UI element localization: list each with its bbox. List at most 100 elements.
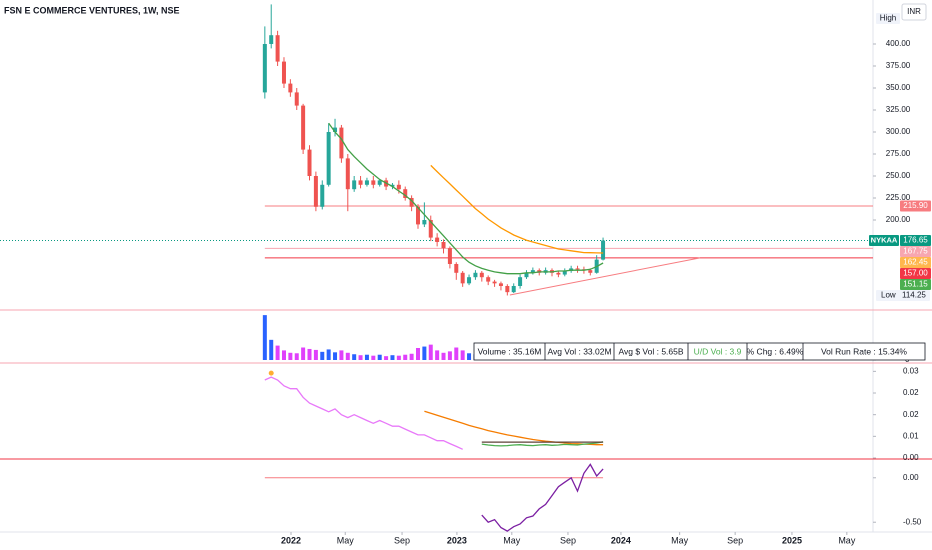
volume-bar bbox=[294, 353, 299, 360]
volume-bar bbox=[358, 355, 363, 360]
indicator-tick-label: 0.02 bbox=[903, 388, 919, 397]
chart-title: FSN E COMMERCE VENTURES, 1W, NSE bbox=[4, 5, 180, 15]
candle-body bbox=[352, 180, 357, 190]
candle-body bbox=[326, 131, 331, 185]
candle-body bbox=[467, 277, 472, 284]
volume-bar bbox=[275, 345, 280, 360]
candle-body bbox=[505, 285, 510, 293]
candle-body bbox=[262, 43, 267, 93]
currency[interactable]: INR bbox=[907, 7, 921, 16]
candle-body bbox=[441, 241, 446, 249]
indicator-tick-label: 0.00 bbox=[903, 453, 919, 462]
trendline bbox=[509, 257, 701, 296]
volume-bar bbox=[288, 352, 293, 360]
candle-body bbox=[422, 219, 427, 225]
high-label: High bbox=[880, 14, 896, 23]
volume-bar bbox=[269, 339, 274, 360]
candle-body bbox=[275, 35, 280, 62]
price-label-box bbox=[900, 200, 931, 212]
x-tick-label: Sep bbox=[560, 535, 576, 545]
volume-bar bbox=[307, 348, 312, 360]
volume-bar bbox=[467, 353, 472, 360]
price-label-box bbox=[900, 279, 931, 291]
price-label: 157.00 bbox=[903, 269, 928, 278]
candle-body bbox=[447, 248, 452, 264]
x-tick-label: Sep bbox=[727, 535, 743, 545]
x-tick-label: May bbox=[671, 535, 689, 545]
candle-body bbox=[415, 206, 420, 225]
price-label-box bbox=[900, 257, 931, 269]
candle-body bbox=[339, 127, 344, 159]
y-tick-label: 350.00 bbox=[886, 83, 911, 92]
volume-bar bbox=[454, 347, 459, 360]
volume-bar bbox=[415, 348, 420, 360]
x-tick-label: 2024 bbox=[611, 535, 631, 545]
x-tick-label: May bbox=[337, 535, 355, 545]
candle-body bbox=[479, 272, 484, 278]
candle-body bbox=[294, 92, 299, 106]
price-label: 167.75 bbox=[903, 247, 928, 256]
indicator-line bbox=[264, 376, 463, 450]
y-tick-label: 375.00 bbox=[886, 61, 911, 70]
candle-body bbox=[460, 272, 465, 284]
x-tick-label: Sep bbox=[394, 535, 410, 545]
moving-average bbox=[328, 122, 604, 275]
indicator-line bbox=[424, 410, 604, 446]
volume-bar bbox=[371, 355, 376, 360]
candle-body bbox=[371, 180, 376, 185]
volume-bar bbox=[352, 354, 357, 360]
stats-cell: Vol Run Rate : 15.34% bbox=[821, 346, 907, 356]
candle-body bbox=[473, 272, 478, 278]
symbol-label: NYKAA bbox=[871, 236, 898, 245]
candle-body bbox=[377, 180, 382, 185]
y-tick-label: 225.00 bbox=[886, 193, 911, 202]
stats-box bbox=[473, 342, 926, 361]
currency-box[interactable] bbox=[901, 3, 927, 21]
x-tick-label: 2023 bbox=[447, 535, 467, 545]
candle-body bbox=[492, 281, 497, 284]
symbol-label-box bbox=[869, 235, 899, 247]
stats-cell: Volume : 35.16M bbox=[478, 346, 542, 356]
price-label-box bbox=[900, 246, 931, 258]
candle-body bbox=[288, 83, 293, 93]
volume-bar bbox=[339, 350, 344, 360]
low-label: Low bbox=[881, 291, 896, 300]
y-tick-label: 275.00 bbox=[886, 149, 911, 158]
volume-bar bbox=[333, 352, 338, 360]
candle-body bbox=[530, 270, 535, 273]
stats-cell: Avg Vol : 33.02M bbox=[547, 346, 611, 356]
candle-body bbox=[307, 149, 312, 176]
candle-body bbox=[511, 285, 516, 293]
stats-cell: % Chg : 6.49% bbox=[747, 346, 804, 356]
candle-body bbox=[403, 189, 408, 198]
y-tick-label: 200.00 bbox=[886, 215, 911, 224]
candle-body bbox=[428, 219, 433, 238]
candle-body bbox=[269, 35, 274, 44]
indicator-tick-label: -0.50 bbox=[903, 517, 922, 526]
candle-body bbox=[524, 272, 529, 278]
volume-bar bbox=[396, 355, 401, 360]
indicator-tick-label: 0.00 bbox=[903, 473, 919, 482]
candle-body bbox=[396, 184, 401, 190]
candle-body bbox=[409, 197, 414, 207]
candle-body bbox=[486, 277, 491, 282]
price-label: 151.15 bbox=[903, 280, 928, 289]
moving-average bbox=[430, 164, 604, 254]
high-label-box bbox=[876, 13, 900, 24]
x-tick-label: 2022 bbox=[281, 535, 301, 545]
candle-body bbox=[498, 283, 503, 286]
volume-bar bbox=[390, 355, 395, 360]
volume-bar bbox=[345, 352, 350, 360]
volume-bar bbox=[428, 344, 433, 360]
volume-bar bbox=[441, 352, 446, 360]
y-tick-label: 325.00 bbox=[886, 105, 911, 114]
candle-body bbox=[518, 277, 523, 286]
candle-body bbox=[454, 263, 459, 273]
volume-bar bbox=[447, 351, 452, 360]
indicator-tick-label: 0.03 bbox=[903, 366, 919, 375]
candle-body bbox=[588, 270, 593, 273]
volume-bar bbox=[320, 351, 325, 360]
x-tick-label: May bbox=[503, 535, 521, 545]
